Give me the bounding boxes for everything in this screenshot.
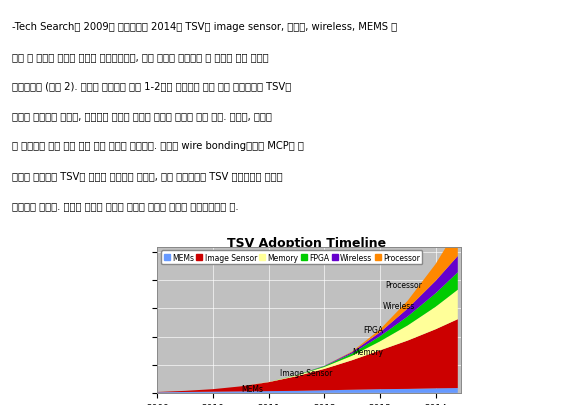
Text: Processor: Processor	[385, 281, 422, 290]
Legend: MEMs, Image Sensor, Memory, FPGA, Wireless, Processor: MEMs, Image Sensor, Memory, FPGA, Wirele…	[161, 251, 422, 264]
Text: 맞추기가 어렵다. 따라서 단가를 낙추고 수율을 높이는 방법이 개발되어질야 함.: 맞추기가 어렵다. 따라서 단가를 낙추고 수율을 높이는 방법이 개발되어질야…	[12, 200, 238, 210]
Text: TSV Adoption Timeline: TSV Adoption Timeline	[227, 237, 385, 249]
Text: 현하는 가격으로 TSV의 단가가 낙아져야 되지만, 현재 개발되어진 TSV 공정으로는 단가를: 현하는 가격으로 TSV의 단가가 낙아져야 되지만, 현재 개발되어진 TSV…	[12, 171, 282, 181]
Text: 전망하였다 (그림 2). 메모리 분야에서 세계 1-2위를 선점하고 있는 국내 업계에서는 TSV의: 전망하였다 (그림 2). 메모리 분야에서 세계 1-2위를 선점하고 있는 …	[12, 81, 291, 92]
Text: 개발에 주력하고 있으며, 대기업을 위주로 개발의 성과가 가시화 되고 있다. 하지만, 상용화: 개발에 주력하고 있으며, 대기업을 위주로 개발의 성과가 가시화 되고 있다…	[12, 111, 272, 121]
Text: Memory: Memory	[352, 347, 383, 356]
Text: MEMs: MEMs	[241, 384, 263, 393]
Text: FPGA: FPGA	[363, 325, 384, 334]
Text: 의 결림돌이 되고 있는 것은 역시 단가의 문제이다. 기존의 wire bonding기술로 MCP를 구: 의 결림돌이 되고 있는 것은 역시 단가의 문제이다. 기존의 wire bo…	[12, 141, 304, 151]
Text: Image Sensor: Image Sensor	[280, 368, 332, 377]
Text: 으로 그 응용이 증가할 것으로 예상하였으며, 특히 메모리 분야에서 큰 성장이 있을 것으로: 으로 그 응용이 증가할 것으로 예상하였으며, 특히 메모리 분야에서 큰 성…	[12, 52, 268, 62]
Text: -Tech Search는 2009년 보고서에서 2014년 TSV는 image sensor, 메모리, wireless, MEMS 순: -Tech Search는 2009년 보고서에서 2014년 TSV는 ima…	[12, 22, 397, 32]
Text: Wireless: Wireless	[382, 302, 415, 311]
